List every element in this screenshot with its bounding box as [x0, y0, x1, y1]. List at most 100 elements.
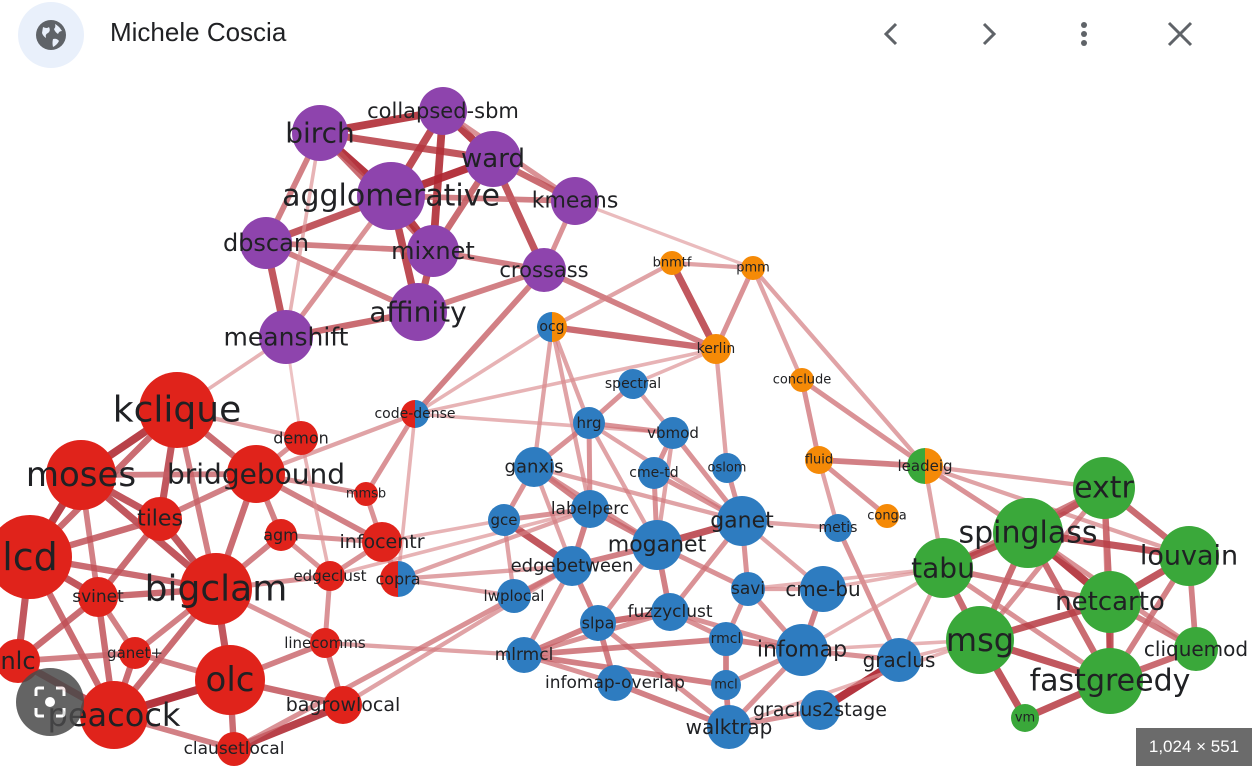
node-ganet[interactable] [717, 496, 767, 546]
node-moses[interactable] [46, 440, 116, 510]
node-pmm[interactable] [741, 256, 765, 280]
node-agm[interactable] [265, 519, 297, 551]
node-kclique[interactable] [139, 372, 215, 448]
node-rmcl[interactable] [709, 622, 743, 656]
node-label-spinglass: spinglass [958, 516, 1097, 551]
node-ganxis[interactable] [514, 447, 554, 487]
more-vertical-icon[interactable] [1060, 10, 1108, 58]
node-vbmod[interactable] [657, 417, 689, 449]
lens-search-icon[interactable] [16, 668, 84, 736]
node-vm[interactable] [1011, 704, 1039, 732]
node-affinity[interactable] [389, 283, 447, 341]
node-edgebetween[interactable] [552, 546, 592, 586]
node-lwplocal[interactable] [497, 579, 531, 613]
node-label-bigclam: bigclam [145, 569, 288, 610]
node-tiles[interactable] [138, 497, 182, 541]
node-label-code-dense: code-dense [374, 406, 455, 422]
node-mcl[interactable] [711, 670, 741, 700]
node-bigclam[interactable] [180, 553, 252, 625]
node-spinglass[interactable] [993, 498, 1063, 568]
edge-infocentr-gce [380, 518, 506, 544]
node-hrg[interactable] [573, 407, 605, 439]
node-moganet[interactable] [632, 520, 682, 570]
node-savi[interactable] [731, 572, 765, 606]
node-walktrap[interactable] [707, 705, 751, 749]
node-linecomms[interactable] [310, 628, 340, 658]
node-metis[interactable] [824, 514, 852, 542]
node-spectral[interactable] [618, 369, 648, 399]
node-msg[interactable] [946, 606, 1014, 674]
edge-fluid-conga [816, 457, 890, 519]
node-copra[interactable] [380, 561, 416, 597]
node-labelperc[interactable] [571, 490, 609, 528]
node-crossass[interactable] [522, 248, 566, 292]
node-dbscan[interactable] [240, 217, 292, 269]
node-infomap[interactable] [776, 624, 828, 676]
close-icon[interactable] [1156, 10, 1204, 58]
node-label-savi: savi [731, 579, 765, 599]
node-edgeclust[interactable] [315, 561, 345, 591]
node-oslom[interactable] [712, 453, 742, 483]
globe-icon[interactable] [18, 2, 84, 68]
node-bagrowlocal[interactable] [324, 686, 362, 724]
node-bnmtf[interactable] [660, 251, 684, 275]
node-netcarto[interactable] [1079, 571, 1141, 633]
node-graclus[interactable] [877, 638, 921, 682]
node-extr[interactable] [1073, 457, 1135, 519]
node-agglomerative[interactable] [357, 162, 425, 230]
node-gce[interactable] [488, 504, 520, 536]
node-meanshift[interactable] [259, 310, 313, 364]
node-label-infomap-overlap: infomap-overlap [545, 673, 685, 693]
edge-birch-meanshift [284, 131, 322, 339]
node-fluid[interactable] [805, 446, 833, 474]
node-clausetlocal[interactable] [217, 732, 251, 766]
node-mixnet[interactable] [407, 225, 459, 277]
node-conga[interactable] [875, 504, 899, 528]
node-louvain[interactable] [1159, 526, 1219, 586]
node-demon[interactable] [284, 421, 318, 455]
node-leadeig[interactable] [907, 448, 943, 484]
node-cme-bu[interactable] [800, 566, 846, 612]
edge-bnmtf-kerlin [668, 259, 720, 353]
node-label-slpa: slpa [582, 614, 615, 633]
node-tabu[interactable] [913, 538, 973, 598]
node-ganet+[interactable] [119, 637, 151, 669]
node-fastgreedy[interactable] [1077, 648, 1143, 714]
node-cliquemod[interactable] [1174, 627, 1218, 671]
node-conclude[interactable] [790, 368, 814, 392]
edge-ocg-kerlin [548, 323, 720, 353]
node-nlc[interactable] [0, 639, 40, 683]
node-infocentr[interactable] [362, 522, 402, 562]
node-olc[interactable] [195, 645, 265, 715]
chevron-left-icon[interactable] [868, 10, 916, 58]
edge-linecomms-mlrmcl [322, 640, 527, 658]
node-collapsed-sbm[interactable] [419, 87, 467, 135]
edge-kerlin-oslom [713, 346, 730, 471]
node-slpa[interactable] [580, 605, 616, 641]
node-label-fastgreedy: fastgreedy [1030, 664, 1191, 699]
node-mmsb[interactable] [354, 482, 378, 506]
node-svinet[interactable] [78, 577, 118, 617]
node-code-dense[interactable] [401, 400, 429, 428]
node-mlrmcl[interactable] [506, 637, 542, 673]
node-kmeans[interactable] [551, 177, 599, 225]
node-label-ganet+: ganet+ [107, 644, 163, 662]
node-graclus2stage[interactable] [800, 690, 840, 730]
node-infomap-overlap[interactable] [597, 665, 633, 701]
node-kerlin[interactable] [701, 334, 731, 364]
node-cme-td[interactable] [638, 457, 670, 489]
node-birch[interactable] [292, 105, 348, 161]
node-label-msg: msg [946, 621, 1014, 659]
node-ward[interactable] [465, 131, 521, 187]
node-peacock[interactable] [80, 681, 148, 749]
edge-copra-edgebetween [395, 563, 575, 582]
node-lcd[interactable] [0, 515, 72, 599]
node-label-kmeans: kmeans [532, 189, 619, 214]
node-label-crossass: crossass [499, 258, 588, 282]
node-ocg[interactable] [537, 312, 567, 342]
node-fuzzyclust[interactable] [651, 593, 689, 631]
chevron-right-icon[interactable] [964, 10, 1012, 58]
node-label-mcl: mcl [714, 678, 737, 693]
node-bridgebound[interactable] [227, 445, 285, 503]
node-label-ganet: ganet [710, 509, 774, 534]
